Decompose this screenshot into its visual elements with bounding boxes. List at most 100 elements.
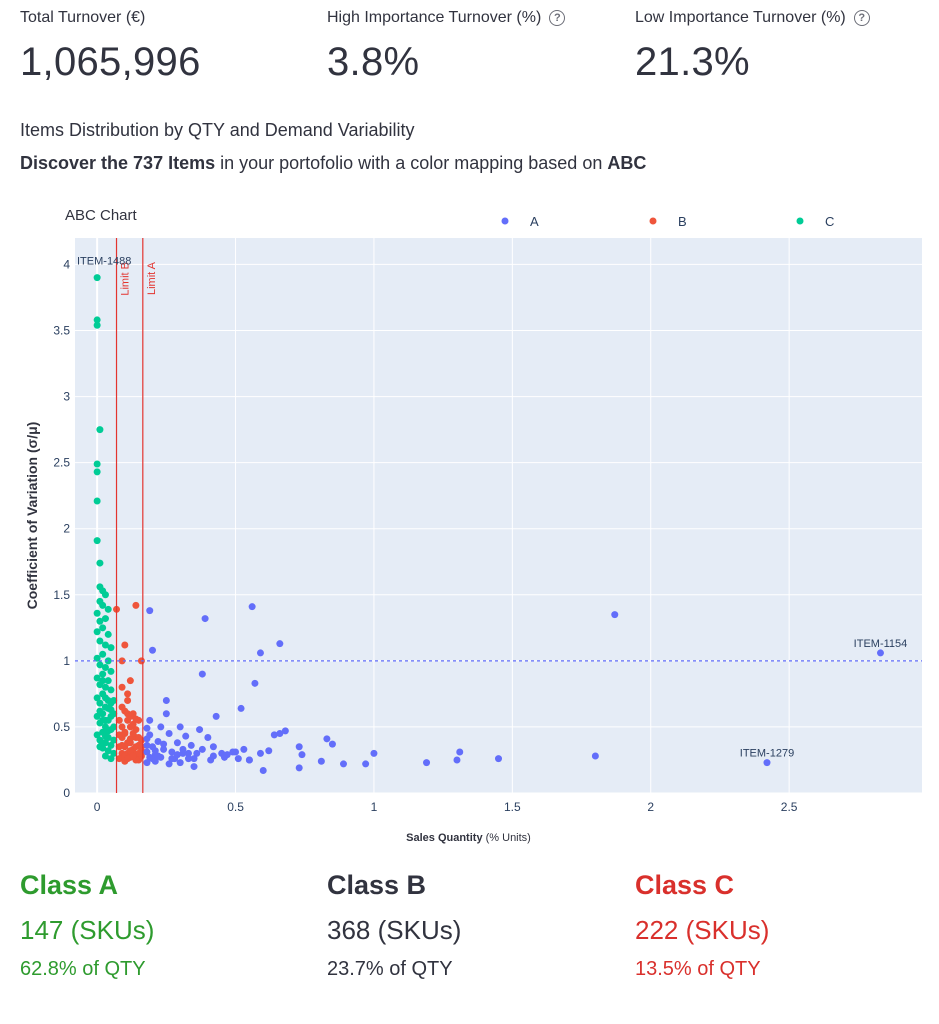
data-point-c bbox=[101, 641, 109, 649]
data-point-a bbox=[198, 745, 206, 753]
class-title: Class B bbox=[327, 870, 427, 900]
data-point-a bbox=[276, 730, 284, 738]
class-a-summary: Class A 147 (SKUs) 62.8% of QTY bbox=[20, 870, 300, 981]
class-skus: 147 (SKUs) bbox=[20, 915, 155, 945]
data-point-a bbox=[295, 764, 303, 772]
data-point-c bbox=[107, 741, 115, 749]
data-point-c bbox=[104, 657, 112, 665]
data-point-c bbox=[107, 686, 115, 694]
data-point-a bbox=[154, 737, 162, 745]
data-point-a bbox=[256, 749, 264, 757]
plot-background bbox=[75, 238, 922, 793]
class-skus: 368 (SKUs) bbox=[327, 915, 462, 945]
data-point-c bbox=[96, 637, 104, 645]
data-point-b bbox=[121, 641, 129, 649]
data-point-c bbox=[110, 736, 118, 744]
x-tick-label: 0 bbox=[94, 800, 101, 814]
discover-bold-count: Discover the 737 Items bbox=[20, 153, 216, 173]
data-point-c bbox=[104, 727, 112, 735]
data-point-c bbox=[96, 699, 104, 707]
data-point-a bbox=[232, 748, 240, 756]
y-tick-label: 0 bbox=[63, 786, 70, 800]
data-point-c bbox=[101, 716, 109, 724]
data-point-a bbox=[193, 749, 201, 757]
point-annotation: ITEM-1488 bbox=[77, 256, 131, 268]
data-point-c bbox=[104, 704, 112, 712]
legend-label-b: B bbox=[678, 214, 687, 229]
data-point-c bbox=[101, 663, 109, 671]
class-qty: 62.8% of QTY bbox=[20, 958, 146, 980]
metric-high-importance: High Importance Turnover (%) ? 3.8% bbox=[327, 6, 627, 85]
help-icon[interactable]: ? bbox=[853, 10, 870, 26]
data-point-c bbox=[96, 707, 104, 715]
data-point-a bbox=[276, 640, 284, 648]
data-point-a bbox=[270, 731, 278, 739]
legend-marker-b bbox=[649, 217, 657, 225]
data-point-a bbox=[298, 751, 306, 759]
data-point-a bbox=[295, 743, 303, 751]
class-qty: 13.5% of QTY bbox=[635, 958, 761, 980]
data-point-b bbox=[115, 755, 123, 763]
data-point-a bbox=[209, 743, 217, 751]
data-point-a bbox=[157, 723, 165, 731]
abc-scatter-svg[interactable]: 0 0.5 1 1.5 2 2.5 3 3.5 4 0 0.5 1 1.5 2 2.5 ABC Chart A B… bbox=[0, 195, 939, 855]
data-point-c bbox=[104, 630, 112, 638]
data-point-b bbox=[132, 715, 140, 723]
data-point-b bbox=[129, 720, 137, 728]
data-point-c bbox=[96, 661, 104, 669]
data-point-a bbox=[220, 753, 228, 761]
data-point-c bbox=[93, 694, 101, 702]
y-axis-title: Coefficient of Variation (σ/μ) bbox=[24, 422, 40, 610]
y-tick-label: 2.5 bbox=[53, 456, 70, 470]
data-point-a bbox=[151, 747, 159, 755]
data-point-a bbox=[256, 649, 264, 657]
data-point-b bbox=[124, 755, 132, 763]
class-b-summary: Class B 368 (SKUs) 23.7% of QTY bbox=[327, 870, 607, 981]
y-tick-label: 1 bbox=[63, 654, 70, 668]
data-point-c bbox=[110, 710, 118, 718]
data-point-a bbox=[165, 730, 173, 738]
abc-chart[interactable]: 0 0.5 1 1.5 2 2.5 3 3.5 4 0 0.5 1 1.5 2 2.5 ABC Chart A B… bbox=[0, 195, 939, 855]
data-point-b bbox=[115, 731, 123, 739]
data-point-a bbox=[611, 611, 619, 619]
data-point-b bbox=[118, 723, 126, 731]
x-tick-label: 1.5 bbox=[504, 800, 521, 814]
data-point-c bbox=[93, 712, 101, 720]
data-point-a bbox=[245, 756, 253, 764]
data-point-a bbox=[160, 740, 168, 748]
class-c-summary: Class C 222 (SKUs) 13.5% of QTY bbox=[635, 870, 915, 981]
data-point-a bbox=[240, 745, 248, 753]
data-point-a bbox=[495, 755, 502, 763]
data-point-c bbox=[93, 654, 101, 662]
help-icon[interactable]: ? bbox=[549, 10, 566, 26]
data-point-a bbox=[187, 741, 195, 749]
data-point-a bbox=[212, 712, 220, 720]
data-point-a bbox=[259, 767, 267, 775]
data-point-c bbox=[93, 674, 101, 682]
point-annotation: ITEM-1279 bbox=[740, 748, 794, 760]
data-point-a bbox=[201, 615, 209, 623]
section-subtitle: Items Distribution by QTY and Demand Var… bbox=[20, 120, 415, 140]
data-point-c bbox=[104, 605, 112, 613]
data-point-a bbox=[165, 760, 173, 768]
data-point-a bbox=[143, 748, 151, 756]
data-point-b bbox=[118, 703, 126, 711]
legend-label-c: C bbox=[825, 214, 834, 229]
data-point-a bbox=[146, 607, 154, 615]
x-tick-label: 2 bbox=[647, 800, 654, 814]
data-point-a bbox=[251, 679, 259, 687]
data-point-b bbox=[132, 743, 140, 751]
data-point-c bbox=[93, 609, 101, 617]
discover-text: Discover the 737 Items in your portofoli… bbox=[20, 153, 646, 174]
legend-label-a: A bbox=[530, 214, 539, 229]
x-axis-title: Sales Quantity (% Units) bbox=[406, 832, 531, 844]
metric-value: 3.8% bbox=[327, 40, 420, 84]
limit-label: Limit A bbox=[146, 261, 158, 295]
data-point-a bbox=[456, 748, 464, 756]
data-point-a bbox=[362, 760, 370, 768]
data-point-a bbox=[143, 759, 151, 767]
y-tick-label: 2 bbox=[63, 522, 70, 536]
data-point-a bbox=[149, 755, 157, 763]
data-point-a bbox=[763, 759, 771, 767]
data-point-a bbox=[182, 732, 190, 740]
